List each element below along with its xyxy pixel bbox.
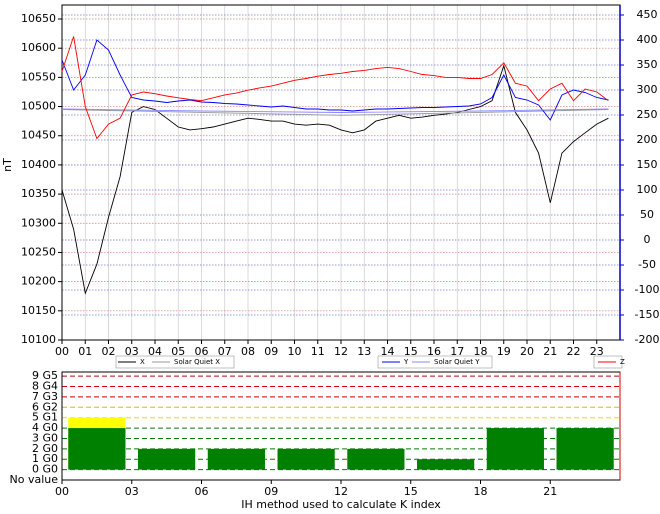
x-tick-label: 09 <box>264 485 278 498</box>
bar <box>417 459 475 470</box>
legend-box <box>377 355 493 369</box>
x-tick-label: 00 <box>55 485 69 498</box>
bar <box>556 428 614 470</box>
x-tick-label: 06 <box>195 485 209 498</box>
bar <box>347 448 405 470</box>
x-axis-label: IH method used to calculate K index <box>241 498 441 511</box>
y-tick-label: 8 G4 <box>32 380 58 393</box>
x-tick-label: 16 <box>427 345 441 358</box>
y2-tick-label: -150 <box>635 308 660 321</box>
x-tick-label: 03 <box>125 485 139 498</box>
legend-label: Solar Quiet X <box>174 358 220 366</box>
y2-tick-label: 100 <box>637 183 658 196</box>
bar <box>207 448 265 470</box>
y2-tick-label: 50 <box>640 208 654 221</box>
x-tick-label: 15 <box>404 345 418 358</box>
y-tick-label: 2 G0 <box>32 442 58 455</box>
y2-tick-label: 300 <box>637 83 658 96</box>
x-tick-label: 23 <box>590 345 604 358</box>
x-tick-label: 11 <box>311 345 325 358</box>
y-tick-label: 10300 <box>21 216 56 229</box>
x-tick-label: 04 <box>148 345 162 358</box>
y-tick-label: 10500 <box>21 100 56 113</box>
x-tick-label: 20 <box>520 345 534 358</box>
x-tick-label: 22 <box>567 345 581 358</box>
series-line <box>61 64 609 295</box>
x-tick-label: 14 <box>381 345 395 358</box>
x-tick-label: 10 <box>288 345 302 358</box>
y-tick-label: 10450 <box>21 129 56 142</box>
x-tick-label: 00 <box>55 345 69 358</box>
x-tick-label: 19 <box>497 345 511 358</box>
y-tick-label: 9 G5 <box>32 369 58 382</box>
y2-tick-label: 150 <box>637 158 658 171</box>
y2-tick-label: 450 <box>637 8 658 21</box>
bar <box>486 428 544 470</box>
y-tick-label: 10150 <box>21 304 56 317</box>
x-tick-label: 02 <box>102 345 116 358</box>
y-tick-label: 7 G3 <box>32 390 58 403</box>
y-tick-label: 0 G0 <box>32 463 58 476</box>
y-tick-label: 6 G2 <box>32 400 58 413</box>
bar <box>68 428 126 470</box>
x-tick-label: 15 <box>404 485 418 498</box>
y2-tick-label: 400 <box>637 33 658 46</box>
series-line <box>61 36 609 140</box>
y-tick-label: 1 G0 <box>32 452 58 465</box>
x-tick-label: 12 <box>334 345 348 358</box>
x-tick-label: 07 <box>218 345 232 358</box>
y2-tick-label: 350 <box>637 58 658 71</box>
y-tick-label: 5 G1 <box>32 411 58 424</box>
y-tick-label: 10550 <box>21 70 56 83</box>
legend-label: Z <box>620 358 625 366</box>
x-tick-label: 05 <box>171 345 185 358</box>
series-line <box>61 109 609 116</box>
y-tick-label: 10400 <box>21 158 56 171</box>
y2-tick-label: 0 <box>644 233 651 246</box>
x-tick-label: 21 <box>543 345 557 358</box>
y2-tick-label: -50 <box>638 258 656 271</box>
series-line <box>61 108 609 113</box>
bar <box>277 448 335 470</box>
x-tick-label: 18 <box>474 485 488 498</box>
y-tick-label: 3 G0 <box>32 431 58 444</box>
legend-label: Y <box>403 358 409 366</box>
x-tick-label: 12 <box>334 485 348 498</box>
x-tick-label: 08 <box>241 345 255 358</box>
x-tick-label: 17 <box>450 345 464 358</box>
x-tick-label: 09 <box>264 345 278 358</box>
x-tick-label: 03 <box>125 345 139 358</box>
y2-tick-label: -200 <box>635 333 660 346</box>
x-tick-label: 18 <box>474 345 488 358</box>
y2-tick-label: 250 <box>637 108 658 121</box>
y-tick-label: 10250 <box>21 245 56 258</box>
y-tick-label: 10600 <box>21 41 56 54</box>
legend-box <box>115 355 235 369</box>
series-line <box>61 39 609 121</box>
legend-label: Solar Quiet Y <box>434 358 480 366</box>
x-tick-label: 21 <box>543 485 557 498</box>
y-axis-label: nT <box>1 158 14 172</box>
y-tick-label: 10350 <box>21 187 56 200</box>
x-tick-label: 13 <box>357 345 371 358</box>
y-tick-label: 10200 <box>21 275 56 288</box>
y2-tick-label: 200 <box>637 133 658 146</box>
x-tick-label: 01 <box>78 345 92 358</box>
y-tick-label: 10100 <box>21 333 56 346</box>
y-tick-label: 10650 <box>21 12 56 25</box>
legend-label: X <box>140 358 145 366</box>
y-tick-label: No value <box>9 473 58 486</box>
y-tick-label: 4 G0 <box>32 421 58 434</box>
y2-tick-label: -100 <box>635 283 660 296</box>
bar <box>138 448 196 470</box>
x-tick-label: 06 <box>195 345 209 358</box>
